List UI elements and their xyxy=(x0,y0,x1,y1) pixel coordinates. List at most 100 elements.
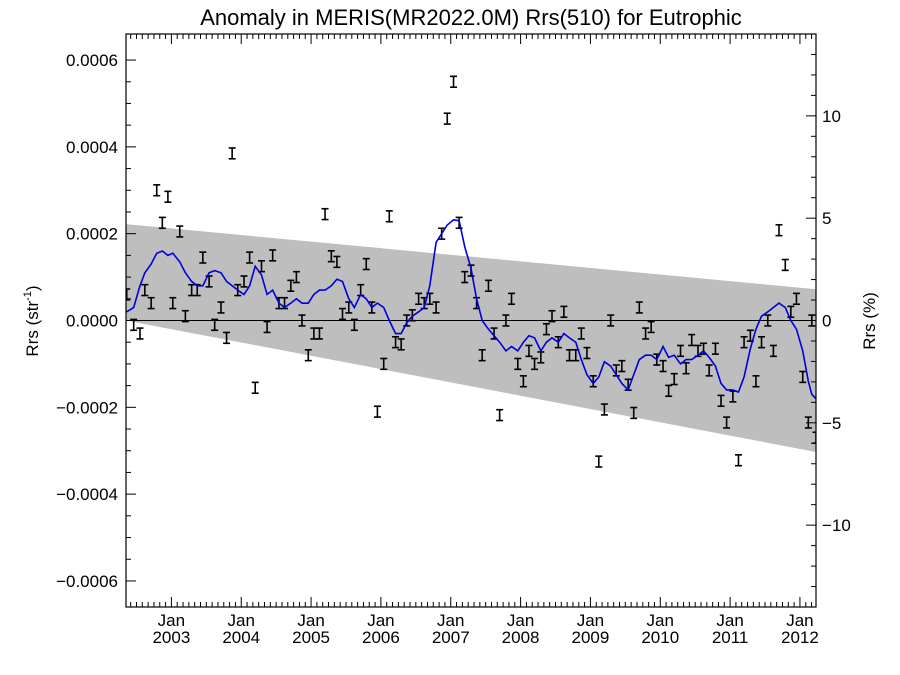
x-tick-month-label: Jan xyxy=(716,611,743,630)
error-bar xyxy=(635,301,643,314)
error-bar xyxy=(478,349,486,362)
y-left-tick-label: 0.0006 xyxy=(66,51,118,70)
error-bar xyxy=(519,375,527,388)
error-bar xyxy=(240,275,248,288)
x-tick-year-label: 2007 xyxy=(432,628,470,647)
x-tick-month-label: Jan xyxy=(437,611,464,630)
error-bar xyxy=(164,190,172,204)
y-left-tick-label: 0.0004 xyxy=(66,138,118,157)
x-tick-month-label: Jan xyxy=(367,611,394,630)
y-left-tick-label: −0.0004 xyxy=(56,485,118,504)
x-tick-year-label: 2012 xyxy=(781,628,819,647)
error-bar xyxy=(246,251,254,264)
error-bar xyxy=(176,225,184,238)
error-bar xyxy=(799,370,807,384)
y-right-tick-label: −5 xyxy=(822,414,841,433)
chart-title: Anomaly in MERIS(MR2022.0M) Rrs(510) for… xyxy=(200,5,742,30)
error-bar xyxy=(432,301,440,314)
error-bar xyxy=(350,318,358,332)
error-bar xyxy=(542,322,550,336)
error-bar xyxy=(228,147,236,160)
error-bar xyxy=(362,257,370,271)
error-bar xyxy=(338,307,346,321)
error-bar xyxy=(217,301,225,314)
error-bar xyxy=(548,309,556,323)
error-bar xyxy=(711,342,719,355)
x-tick-year-label: 2005 xyxy=(292,628,330,647)
error-bar xyxy=(525,344,533,358)
error-bar xyxy=(677,344,685,358)
error-bar xyxy=(385,210,393,223)
error-bar xyxy=(450,75,458,88)
error-bar xyxy=(769,344,777,358)
error-bar xyxy=(688,333,696,347)
error-bar xyxy=(618,359,626,373)
y-axis-left-label: Rrs (str-1) xyxy=(22,285,42,356)
error-bar xyxy=(327,250,335,263)
error-bar xyxy=(740,335,748,349)
y-left-tick-label: 0.0002 xyxy=(66,225,118,244)
error-bar xyxy=(752,375,760,388)
error-bar xyxy=(734,454,742,467)
error-bar xyxy=(321,207,329,221)
error-bar xyxy=(758,335,766,349)
error-bar xyxy=(333,255,341,269)
error-bar xyxy=(531,357,539,371)
smoothed-series-line xyxy=(126,218,816,400)
error-bar xyxy=(630,406,638,420)
error-bar xyxy=(647,320,655,334)
error-bar xyxy=(126,288,131,301)
error-bar xyxy=(199,251,207,264)
y-right-tick-label: −10 xyxy=(822,516,851,535)
y-axis-left-label-close: ) xyxy=(23,285,42,291)
error-bar xyxy=(373,405,381,418)
x-tick-year-label: 2003 xyxy=(152,628,190,647)
error-bar xyxy=(287,279,295,292)
x-tick-month-label: Jan xyxy=(647,611,674,630)
x-tick-month-label: Jan xyxy=(158,611,185,630)
trend-band xyxy=(126,224,816,453)
error-bar xyxy=(223,331,231,345)
error-bar xyxy=(787,305,795,319)
x-tick-month-label: Jan xyxy=(507,611,534,630)
error-bar xyxy=(169,296,177,310)
error-bar xyxy=(514,357,522,371)
error-bar xyxy=(682,362,690,375)
plot-area: 0.0006 0.0004 0.0002 0.0000 −0.0002 −0.0004 −0… xyxy=(56,33,851,647)
error-bar xyxy=(565,349,573,362)
y-left-tick-label: −0.0002 xyxy=(56,398,118,417)
error-bar xyxy=(508,292,516,306)
x-tick-month-label: Jan xyxy=(786,611,813,630)
error-bar xyxy=(158,216,166,230)
error-bar xyxy=(136,327,144,340)
error-bar xyxy=(764,314,772,327)
error-bar xyxy=(705,364,713,377)
y-axis-right-label: Rrs (%) xyxy=(860,292,879,350)
error-bar xyxy=(607,314,615,327)
error-bar xyxy=(659,359,667,373)
error-bar xyxy=(415,292,423,306)
error-bar xyxy=(642,327,650,340)
error-bar xyxy=(775,223,783,237)
y-right-tick-label: 5 xyxy=(822,209,831,228)
error-bar xyxy=(589,375,597,388)
error-bar xyxy=(181,309,189,323)
x-tick-year-label: 2009 xyxy=(572,628,610,647)
error-bar xyxy=(723,416,731,429)
error-bar xyxy=(130,318,138,332)
error-bar xyxy=(392,335,400,349)
error-bar xyxy=(397,338,405,351)
error-bar xyxy=(670,372,678,386)
y-left-tick-label: −0.0006 xyxy=(56,572,118,591)
error-bar xyxy=(583,346,591,360)
error-bar xyxy=(147,296,155,310)
error-bar xyxy=(502,314,510,327)
error-bar xyxy=(781,258,789,272)
error-bar xyxy=(461,270,469,284)
y-left-tick-label: 0.0000 xyxy=(66,312,118,331)
x-tick-month-label: Jan xyxy=(297,611,324,630)
error-bar xyxy=(484,279,492,292)
error-bar xyxy=(380,357,388,371)
x-tick-year-label: 2011 xyxy=(712,628,749,647)
